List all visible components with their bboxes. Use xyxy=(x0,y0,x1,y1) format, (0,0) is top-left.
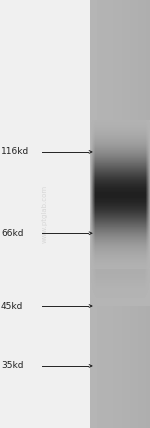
Text: www.ptglab.com: www.ptglab.com xyxy=(42,185,48,243)
Text: 116kd: 116kd xyxy=(1,147,29,157)
Text: 45kd: 45kd xyxy=(1,301,23,311)
Text: 35kd: 35kd xyxy=(1,361,24,371)
Text: 66kd: 66kd xyxy=(1,229,24,238)
